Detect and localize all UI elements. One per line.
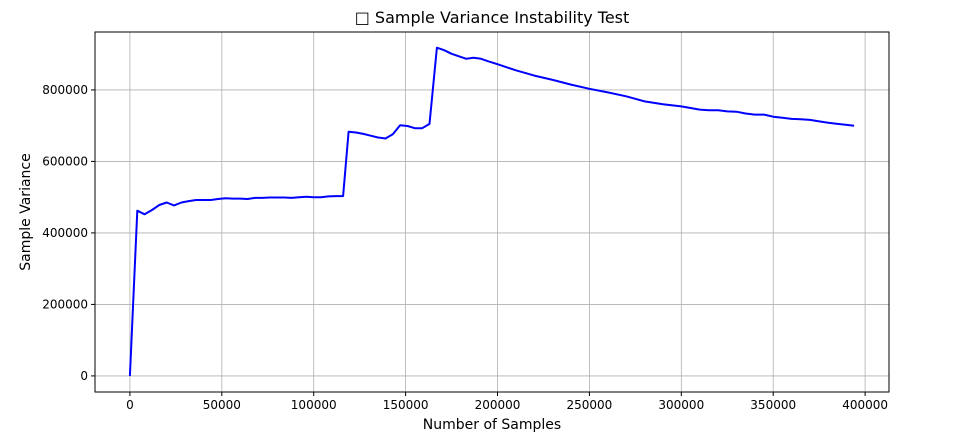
y-tick-label: 600000	[42, 154, 88, 168]
x-tick-label: 50000	[203, 398, 241, 412]
x-tick-label: 200000	[475, 398, 521, 412]
x-tick-label: 350000	[750, 398, 796, 412]
x-tick-label: 150000	[383, 398, 429, 412]
plot-frame	[94, 31, 890, 393]
y-axis: 0 200000 400000 600000 800000	[42, 83, 95, 383]
y-axis-label: Sample Variance	[18, 153, 34, 270]
chart-title: □ Sample Variance Instability Test	[355, 8, 630, 27]
grid	[95, 32, 889, 392]
x-axis: 0 50000 100000 150000 200000 250000 300000 3500…	[126, 392, 888, 412]
x-axis-label: Number of Samples	[423, 417, 561, 433]
y-tick-label: 200000	[42, 297, 88, 311]
y-tick-label: 800000	[42, 83, 88, 97]
x-tick-label: 250000	[567, 398, 613, 412]
x-tick-label: 100000	[291, 398, 337, 412]
y-tick-label: 400000	[42, 226, 88, 240]
x-tick-label: 400000	[842, 398, 888, 412]
x-tick-label: 300000	[658, 398, 704, 412]
x-tick-label: 0	[126, 398, 134, 412]
series-layer	[128, 46, 855, 376]
series-line	[128, 46, 855, 376]
y-tick-label: 0	[80, 369, 88, 383]
